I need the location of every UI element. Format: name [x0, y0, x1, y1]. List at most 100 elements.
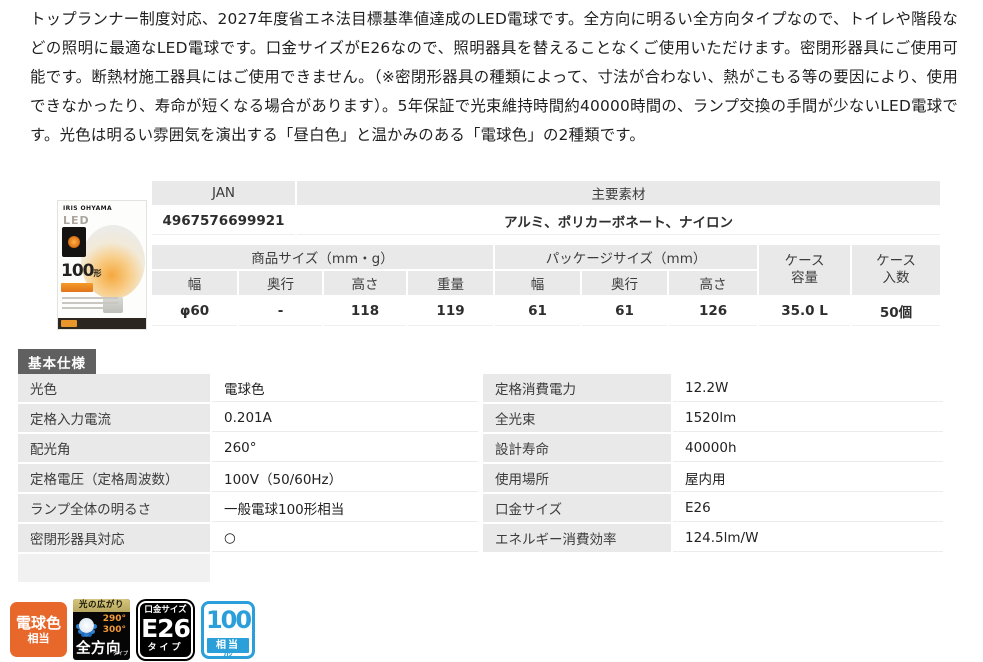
- spec-label: ランプ全体の明るさ: [18, 494, 210, 522]
- col-width-header: 幅: [152, 271, 237, 295]
- spec-row: 密閉形器具対応 ○: [18, 524, 478, 552]
- spec-label: 密閉形器具対応: [18, 524, 210, 552]
- wattage-number: 100: [61, 261, 94, 281]
- spec-label: 使用場所: [483, 464, 671, 492]
- package-depth-value: 61: [582, 297, 668, 326]
- table-row: JAN 主要素材: [152, 181, 940, 205]
- materials-value: アルミ、ポリカーボネート、ナイロン: [297, 207, 940, 235]
- spec-value: 124.5lm/W: [673, 524, 943, 552]
- badge-light-spread-header: 光の広がり: [73, 599, 130, 612]
- spec-row: 設計寿命 40000h: [483, 434, 943, 462]
- badge-base-header: 口金サイズ: [144, 605, 187, 615]
- spec-label: 口金サイズ: [483, 494, 671, 522]
- spec-value: 1520lm: [673, 404, 943, 432]
- badge-bulb-color: 電球色 相当: [10, 602, 67, 657]
- badge-base-main: E26: [141, 614, 191, 643]
- spec-label: 配光角: [18, 434, 210, 462]
- case-capacity-value: 35.0 L: [759, 297, 851, 326]
- table-row: 商品サイズ（mm・g） パッケージサイズ（mm） ケース 容量 ケース 入数: [152, 245, 940, 295]
- spec-row: 定格入力電流 0.201A: [18, 404, 478, 432]
- spec-value: 電球色: [212, 374, 478, 402]
- col-width-header: 幅: [495, 271, 581, 295]
- spec-value: 0.201A: [212, 404, 478, 432]
- bulb-base: [103, 297, 123, 313]
- spec-row: ランプ全体の明るさ 一般電球100形相当: [18, 494, 478, 522]
- spec-row-empty: [18, 554, 478, 582]
- package-height-value: 126: [669, 297, 758, 326]
- spec-label: 定格消費電力: [483, 374, 671, 402]
- spec-label: 全光束: [483, 404, 671, 432]
- jan-material-table: JAN 主要素材 4967576699921 アルミ、ポリカーボネート、ナイロン: [150, 179, 942, 237]
- jan-value: 4967576699921: [152, 207, 295, 235]
- comparison-badge: [62, 227, 86, 257]
- package-spec-lines: [62, 297, 118, 312]
- spec-row: エネルギー消費効率 124.5lm/W: [483, 524, 943, 552]
- spec-label: 光色: [18, 374, 210, 402]
- spec-row: 定格消費電力 12.2W: [483, 374, 943, 402]
- wattage-number: 100: [205, 605, 252, 634]
- badge-bulb-color-label: 電球色: [15, 613, 61, 632]
- glow-icon: [68, 236, 80, 248]
- product-description: トップランナー制度対応、2027年度省エネ法目標基準値達成のLED電球です。全方…: [30, 10, 958, 144]
- omnidirectional-bulb-icon: [79, 618, 94, 633]
- spec-value: 12.2W: [673, 374, 943, 402]
- badge-spread-type: タイプ: [112, 651, 128, 657]
- package-width-value: 61: [495, 297, 581, 326]
- badge-base-type: タイプ: [147, 643, 184, 653]
- spec-value: 100V（50/60Hz）: [212, 464, 478, 492]
- product-size-header: 商品サイズ（mm・g）: [152, 245, 494, 269]
- col-weight-header: 重量: [408, 271, 494, 295]
- table-row: 4967576699921 アルミ、ポリカーボネート、ナイロン: [152, 207, 940, 235]
- product-depth-value: -: [239, 297, 322, 326]
- degree-value: 290°: [102, 614, 126, 624]
- materials-header: 主要素材: [297, 181, 940, 205]
- badge-spread-main: 全方向: [76, 641, 121, 657]
- spec-label: 定格入力電流: [18, 404, 210, 432]
- degree-value: 300°: [102, 625, 126, 635]
- badge-equivalent-wattage: 100 形 相当: [201, 600, 255, 659]
- spec-value: 屋内用: [673, 464, 943, 492]
- product-width-value: φ60: [152, 297, 237, 326]
- brand-logo: IRIS OHYAMA: [63, 205, 113, 212]
- badge-wattage-sub: 相当: [207, 637, 249, 653]
- product-weight-value: 119: [408, 297, 494, 326]
- warranty-chip: [61, 320, 77, 327]
- spec-label: 定格電圧（定格周波数）: [18, 464, 210, 492]
- badge-spread-degrees: 290° 300°: [103, 614, 126, 636]
- badge-bulb-color-sub: 相当: [27, 631, 50, 645]
- size-table: 商品サイズ（mm・g） パッケージサイズ（mm） ケース 容量 ケース 入数 幅…: [150, 243, 942, 328]
- col-height-header: 高さ: [324, 271, 406, 295]
- spec-row: 使用場所 屋内用: [483, 464, 943, 492]
- wattage-suffix: 形: [93, 269, 102, 278]
- spec-value: 一般電球100形相当: [212, 494, 478, 522]
- case-capacity-header: ケース 容量: [759, 245, 851, 295]
- product-height-value: 118: [324, 297, 406, 326]
- badge-light-spread: 光の広がり 290° 300° 全方向 タイプ: [73, 599, 130, 660]
- package-bottom-bar: [58, 318, 146, 329]
- spec-row: 口金サイズ E26: [483, 494, 943, 522]
- color-band: [61, 283, 93, 292]
- spec-value: 40000h: [673, 434, 943, 462]
- case-count-header: ケース 入数: [852, 245, 940, 295]
- col-depth-header: 奥行: [582, 271, 668, 295]
- spec-row: 定格電圧（定格周波数） 100V（50/60Hz）: [18, 464, 478, 492]
- spec-label: 設計寿命: [483, 434, 671, 462]
- spec-value: 260°: [212, 434, 478, 462]
- section-title-basic-specs: 基本仕様: [18, 349, 96, 376]
- package-size-header: パッケージサイズ（mm）: [495, 245, 758, 269]
- col-height-header: 高さ: [669, 271, 758, 295]
- spec-row: 全光束 1520lm: [483, 404, 943, 432]
- spec-row: 光色 電球色: [18, 374, 478, 402]
- spec-table-left: 光色 電球色 定格入力電流 0.201A 配光角 260° 定格電圧（定格周波数…: [16, 372, 480, 584]
- case-count-value: 50個: [852, 297, 940, 326]
- wattage-label: 100形: [61, 261, 102, 281]
- spec-value: E26: [673, 494, 943, 522]
- led-label: LED: [63, 214, 90, 227]
- spec-row: 配光角 260°: [18, 434, 478, 462]
- feature-badges: 電球色 相当 光の広がり 290° 300° 全方向 タイプ 口金サイズ E26…: [10, 599, 255, 660]
- spec-table-right: 定格消費電力 12.2W 全光束 1520lm 設計寿命 40000h 使用場所…: [481, 372, 945, 554]
- table-row: 幅 奥行 高さ 重量 幅 奥行 高さ: [152, 271, 940, 295]
- table-row: φ60 - 118 119 61 61 126 35.0 L 50個: [152, 297, 940, 326]
- product-image: IRIS OHYAMA LED 100形: [57, 200, 147, 330]
